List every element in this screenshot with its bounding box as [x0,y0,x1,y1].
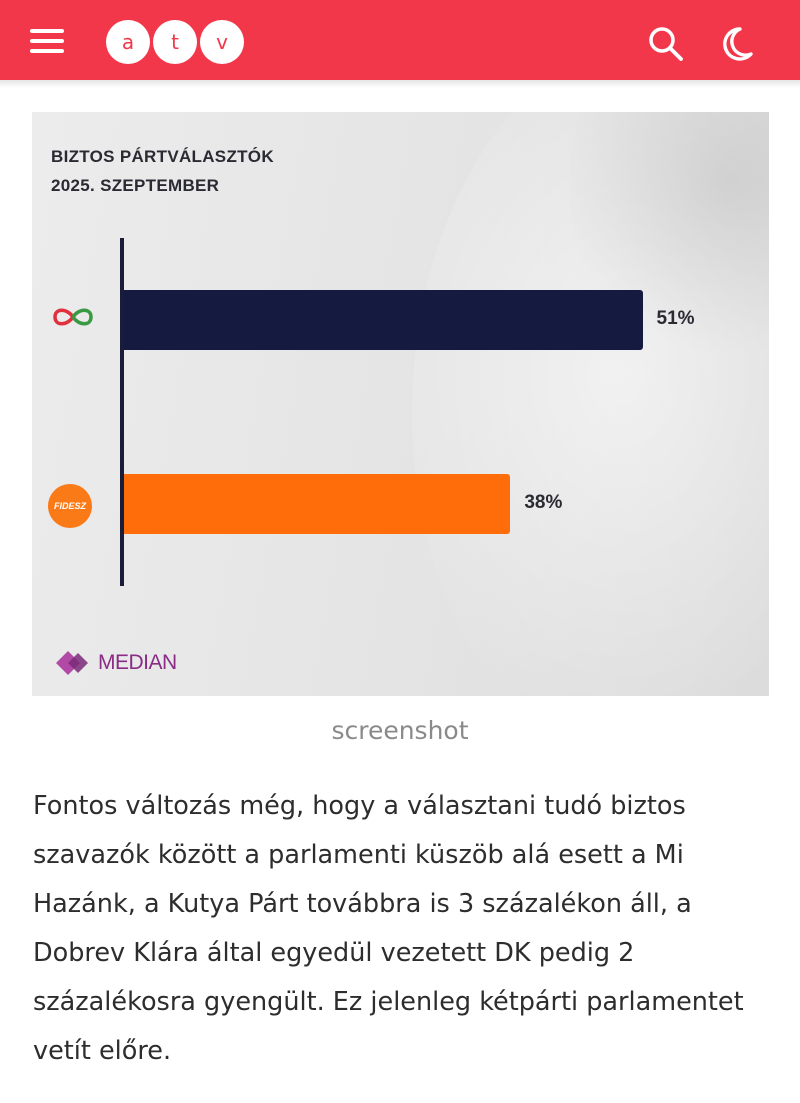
logo-letter-a: a [106,20,150,64]
chart-background-highlight [412,112,769,696]
logo-letter-v: v [200,20,244,64]
atv-logo[interactable]: a t v [106,20,244,66]
search-icon[interactable] [646,24,686,64]
top-bar: a t v [0,0,800,88]
bar-fidesz [124,474,511,534]
article-paragraph: Fontos változás még, hogy a választani t… [33,791,744,1066]
chart-title-block: BIZTOS PÁRTVÁLASZTÓK 2025. SZEPTEMBER [51,142,274,200]
menu-icon[interactable] [30,27,66,55]
image-caption: screenshot [331,716,469,745]
median-logo-text: MEDIAN [98,651,177,674]
top-bar-shadow [0,80,800,88]
bar-label-fidesz: 38% [524,492,563,513]
chart-axis [120,238,124,586]
tisza-logo-icon [53,308,93,326]
logo-letter-t: t [153,20,197,64]
moon-icon[interactable] [716,24,756,64]
bar-tisza [124,290,643,350]
median-diamond-icon [56,651,88,675]
fidesz-logo-text: FIDESZ [53,501,86,511]
poll-chart[interactable]: BIZTOS PÁRTVÁLASZTÓK 2025. SZEPTEMBER FI… [32,112,769,696]
median-logo: MEDIAN [56,648,177,678]
chart-title: BIZTOS PÁRTVÁLASZTÓK [51,147,274,166]
bar-label-tisza: 51% [656,308,695,329]
fidesz-logo-icon: FIDESZ [48,484,92,528]
chart-subtitle: 2025. SZEPTEMBER [51,176,220,195]
